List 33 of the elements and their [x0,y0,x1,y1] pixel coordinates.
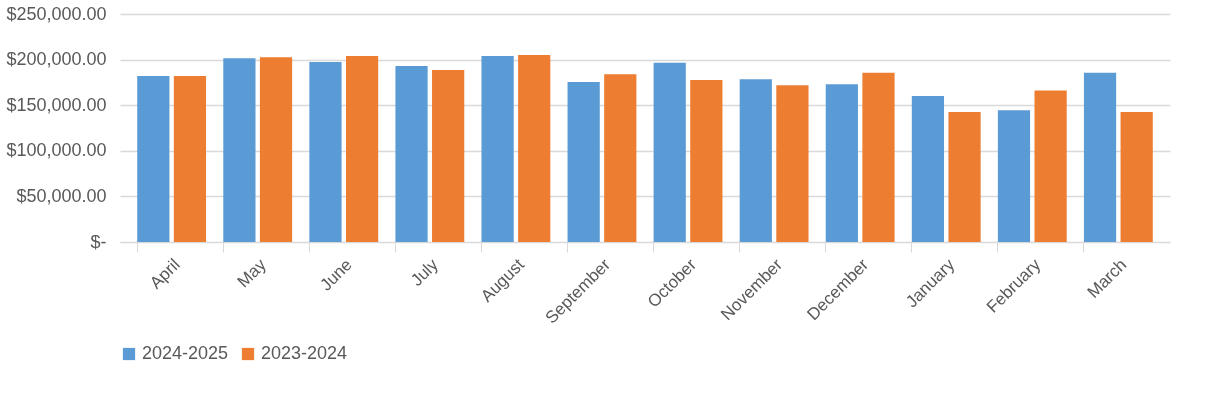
legend-label: 2023-2024 [261,343,348,363]
bar [862,72,895,242]
bar [309,61,342,242]
y-tick-label: $100,000.00 [6,140,107,161]
bar [395,65,428,242]
bar [345,55,379,242]
bar [653,62,686,242]
bar [911,96,945,242]
bar [1083,72,1117,242]
bar [481,55,514,242]
y-tick-label: $150,000.00 [6,94,107,115]
bar [432,70,465,242]
bar [739,79,772,242]
x-tick-label: July [407,254,443,290]
y-tick-label: $200,000.00 [6,49,107,70]
y-tick-label: $250,000.00 [6,3,107,24]
bar [137,76,170,242]
bar [690,80,723,242]
bar [1120,112,1153,242]
bar [776,85,809,242]
y-tick-label: $- [90,231,107,252]
bar [173,76,207,242]
y-tick-label: $50,000.00 [16,185,107,206]
bar [825,84,858,242]
bar [997,110,1031,242]
bar [259,57,293,242]
bar [518,55,551,242]
bar [567,81,600,242]
bar [223,58,256,242]
legend-label: 2024-2025 [142,343,229,363]
bar [948,112,981,242]
bar [604,74,637,242]
bar [1034,90,1067,242]
